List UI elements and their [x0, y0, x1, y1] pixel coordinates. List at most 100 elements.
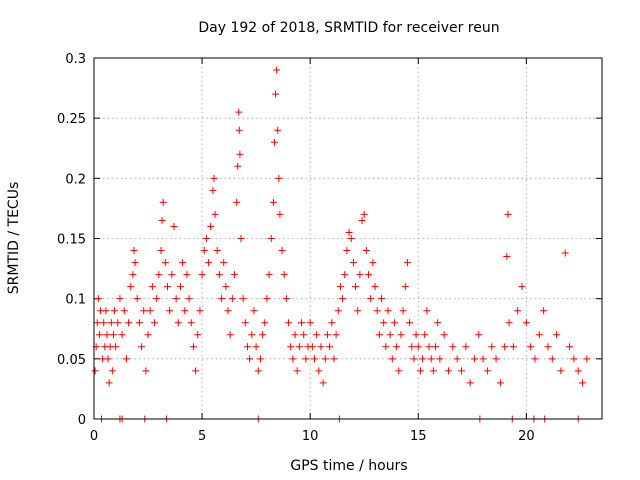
data-point: [103, 331, 111, 339]
data-point: [313, 331, 321, 339]
data-point: [200, 247, 208, 255]
data-point: [234, 162, 242, 170]
data-point: [94, 295, 102, 303]
data-point: [535, 331, 543, 339]
data-point: [466, 379, 474, 387]
data-point: [263, 295, 271, 303]
data-point: [116, 295, 124, 303]
data-point: [349, 259, 357, 267]
data-point: [339, 295, 347, 303]
data-point: [544, 343, 552, 351]
data-point: [112, 343, 120, 351]
data-point: [509, 343, 517, 351]
data-point: [336, 283, 344, 291]
data-point: [457, 367, 465, 375]
data-point: [298, 319, 306, 327]
data-point: [280, 271, 288, 279]
y-tick-label: 0: [78, 413, 86, 428]
data-point: [207, 222, 215, 230]
data-point: [224, 307, 232, 315]
data-point: [275, 174, 283, 182]
data-point: [332, 331, 340, 339]
data-point: [278, 247, 286, 255]
data-point: [354, 307, 362, 315]
data-point: [356, 271, 364, 279]
data-point: [302, 355, 310, 363]
data-point: [235, 126, 243, 134]
data-point: [140, 307, 148, 315]
data-point: [185, 295, 193, 303]
data-point: [295, 343, 303, 351]
data-point: [323, 331, 331, 339]
data-point: [388, 355, 396, 363]
data-point: [434, 319, 442, 327]
data-point: [440, 331, 448, 339]
data-point: [427, 355, 435, 363]
data-point: [144, 331, 152, 339]
data-point: [233, 198, 241, 206]
data-point: [276, 210, 284, 218]
data-point: [345, 228, 353, 236]
data-point: [218, 295, 226, 303]
y-tick-label: 0.3: [65, 52, 86, 67]
data-point: [127, 283, 135, 291]
data-point: [393, 343, 401, 351]
data-point: [170, 222, 178, 230]
data-point: [235, 108, 243, 116]
data-point: [321, 355, 329, 363]
data-point: [496, 379, 504, 387]
data-point: [183, 271, 191, 279]
data-point: [250, 307, 258, 315]
data-point: [399, 307, 407, 315]
data-point: [148, 283, 156, 291]
data-point: [120, 307, 128, 315]
data-point: [401, 283, 409, 291]
data-point: [306, 319, 314, 327]
data-point: [397, 331, 405, 339]
y-axis-label: SRMTID / TECUs: [6, 182, 22, 295]
data-point: [504, 210, 512, 218]
data-point: [239, 295, 247, 303]
data-point: [412, 331, 420, 339]
data-point: [118, 331, 126, 339]
data-point: [371, 283, 379, 291]
data-point: [172, 295, 180, 303]
data-point: [358, 216, 366, 224]
y-tick-label: 0.15: [57, 233, 86, 248]
data-point: [192, 367, 200, 375]
data-point: [252, 343, 260, 351]
data-point: [179, 259, 187, 267]
data-point: [308, 343, 316, 351]
data-point: [328, 319, 336, 327]
data-point: [259, 331, 267, 339]
data-point: [285, 319, 293, 327]
data-point: [209, 186, 217, 194]
chart-title: Day 192 of 2018, SRMTID for receiver reu…: [198, 20, 499, 36]
data-point: [583, 355, 591, 363]
data-point: [226, 331, 234, 339]
x-axis-label: GPS time / hours: [290, 458, 407, 474]
data-point: [274, 126, 282, 134]
grid-lines: [94, 58, 602, 419]
data-point: [503, 253, 511, 261]
data-point: [317, 343, 325, 351]
data-point: [347, 235, 355, 242]
data-point: [159, 198, 167, 206]
data-point: [378, 295, 386, 303]
data-points: [91, 66, 591, 423]
data-point: [130, 247, 138, 255]
data-point: [265, 271, 273, 279]
data-point: [151, 319, 159, 327]
data-point: [561, 249, 569, 257]
data-point: [293, 367, 301, 375]
data-point: [102, 307, 110, 315]
data-point: [155, 271, 163, 279]
data-point: [261, 319, 269, 327]
data-point: [95, 331, 103, 339]
y-tick-label: 0.05: [57, 353, 86, 368]
data-point: [189, 343, 197, 351]
data-point: [256, 355, 264, 363]
data-point: [369, 259, 377, 267]
data-point: [273, 66, 281, 74]
data-point: [514, 307, 522, 315]
